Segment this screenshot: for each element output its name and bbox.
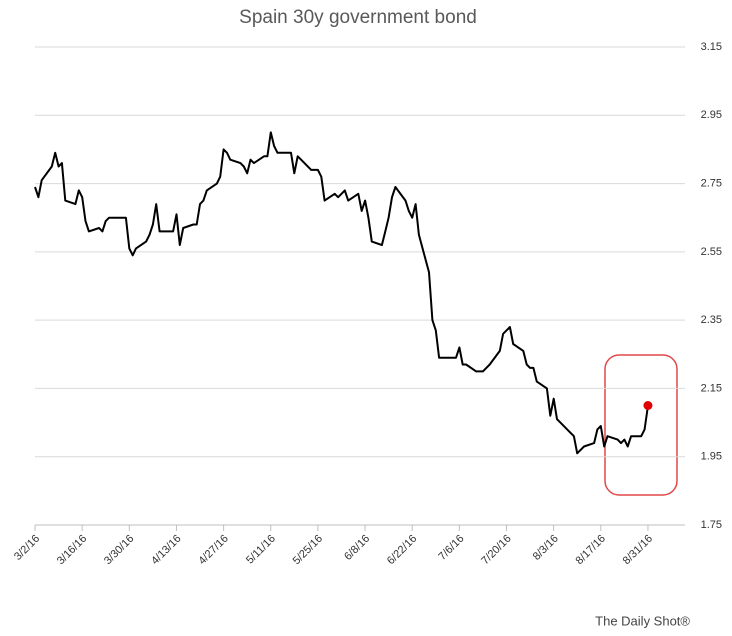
y-tick-label: 2.75 xyxy=(701,177,722,189)
x-tick-label: 8/3/16 xyxy=(531,533,561,563)
x-tick-label: 4/27/16 xyxy=(196,533,230,567)
x-tick-label: 6/8/16 xyxy=(342,533,372,563)
x-tick-label: 7/6/16 xyxy=(436,533,466,563)
chart-title: Spain 30y government bond xyxy=(239,7,477,28)
y-tick-label: 2.35 xyxy=(701,314,722,326)
y-tick-label: 1.75 xyxy=(701,519,722,531)
y-tick-label: 2.95 xyxy=(701,109,722,121)
x-tick-label: 8/31/16 xyxy=(621,533,655,567)
y-tick-label: 3.15 xyxy=(701,41,722,53)
x-tick-label: 8/17/16 xyxy=(574,533,608,567)
x-tick-label: 5/25/16 xyxy=(291,533,325,567)
x-tick-label: 7/20/16 xyxy=(479,533,513,567)
line xyxy=(34,131,649,455)
y-tick-label: 2.55 xyxy=(701,246,722,258)
source: The Daily Shot® xyxy=(595,613,690,628)
x-tick-label: 5/11/16 xyxy=(244,533,278,567)
y-tick-label: 2.15 xyxy=(701,382,722,394)
x-tick-label: 4/13/16 xyxy=(149,533,183,567)
x-tick-label: 3/16/16 xyxy=(55,533,89,567)
highlight-box xyxy=(604,354,678,496)
x-tick-label: 6/22/16 xyxy=(385,533,419,567)
x-tick-label: 3/2/16 xyxy=(12,533,42,563)
x-tick-label: 3/30/16 xyxy=(102,533,136,567)
last-point xyxy=(643,401,653,410)
y-tick-label: 1.95 xyxy=(701,451,722,463)
